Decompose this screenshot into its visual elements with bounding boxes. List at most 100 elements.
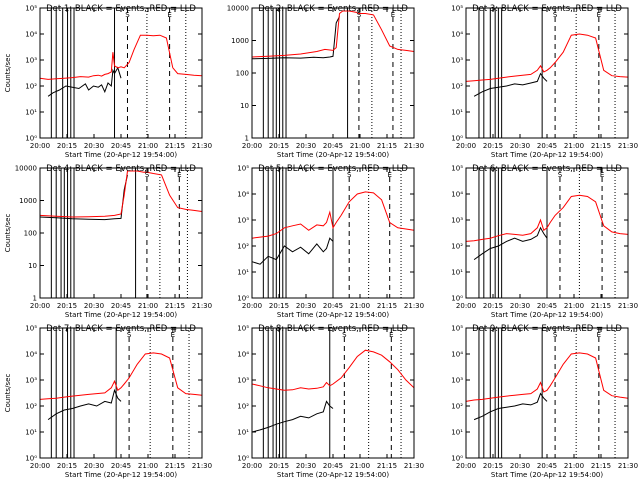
y-tick-label: 10⁰ (451, 455, 463, 463)
series-lld-line (251, 191, 415, 239)
x-tick-label: 20:30 (296, 302, 316, 310)
x-tick-label: 21:00 (564, 462, 584, 470)
x-tick-label: 20:00 (456, 142, 476, 150)
y-tick-label: 10⁵ (237, 165, 249, 173)
series-events-line (473, 72, 548, 97)
panel-9: 10⁰ 10¹ 10² 10³ 10⁴ 10⁵ 20:00 20:15 20:30 20:45 21… (451, 324, 638, 479)
x-tick-label: 21:15 (591, 302, 611, 310)
x-axis-label: Start Time (20-Apr-12 19:54:00) (491, 471, 603, 479)
x-tick-label: 21:15 (377, 302, 397, 310)
panel-title: Det 5: BLACK = Events, RED = LLD (258, 164, 408, 174)
panel-title: Det 3: BLACK = Events, RED = LLD (472, 4, 622, 14)
series-events-line (251, 237, 334, 265)
series-lld-line (465, 352, 629, 402)
y-tick-label: 10² (237, 403, 249, 411)
y-tick-label: 10¹ (451, 109, 463, 117)
x-tick-label: 20:15 (483, 302, 503, 310)
x-tick-label: 20:45 (537, 302, 557, 310)
y-tick-label: 10³ (451, 57, 463, 65)
x-tick-label: 20:45 (323, 302, 343, 310)
marker-s-label: S (127, 331, 132, 339)
y-tick-label: 10¹ (237, 269, 249, 277)
x-tick-label: 20:30 (296, 142, 316, 150)
x-tick-label: 20:45 (111, 302, 131, 310)
x-tick-label: 20:15 (269, 462, 289, 470)
panel-title: Det 9: BLACK = Events, RED = LLD (472, 324, 622, 334)
x-tick-label: 21:30 (192, 302, 212, 310)
x-tick-label: 20:00 (242, 462, 262, 470)
y-axis-label: Counts/sec (4, 214, 12, 253)
marker-s-label: S (553, 11, 558, 19)
y-tick-label: 10⁵ (237, 325, 249, 333)
marker-e-label: E (391, 11, 395, 19)
marker-s-label: S (145, 171, 150, 179)
y-tick-label: 10⁵ (25, 5, 37, 13)
y-tick-label: 1000 (231, 37, 249, 45)
x-tick-label: 20:45 (111, 142, 131, 150)
x-tick-label: 20:15 (483, 462, 503, 470)
y-tick-label: 10⁴ (237, 351, 249, 359)
x-tick-label: 20:00 (30, 302, 50, 310)
x-tick-label: 20:45 (323, 462, 343, 470)
marker-e-label: E (171, 331, 175, 339)
series-lld-line (251, 349, 415, 391)
x-tick-label: 21:00 (350, 142, 370, 150)
y-tick-label: 10³ (25, 377, 37, 385)
marker-e-label: E (600, 171, 604, 179)
x-tick-label: 21:00 (564, 302, 584, 310)
x-tick-label: 21:30 (192, 142, 212, 150)
y-tick-label: 10³ (237, 217, 249, 225)
panel-title: Det 6: BLACK = Events, RED = LLD (472, 164, 622, 174)
series-events-line (251, 400, 334, 433)
y-tick-label: 10¹ (237, 429, 249, 437)
y-tick-label: 10⁰ (25, 135, 37, 143)
y-tick-label: 10² (451, 83, 463, 91)
x-tick-label: 21:00 (350, 302, 370, 310)
y-tick-label: 10⁴ (451, 31, 463, 39)
y-tick-label: 10¹ (25, 429, 37, 437)
y-tick-label: 10⁵ (451, 325, 463, 333)
y-tick-label: 10⁰ (237, 455, 249, 463)
y-tick-label: 10⁴ (451, 191, 463, 199)
x-tick-label: 20:15 (57, 142, 77, 150)
x-tick-label: 21:00 (350, 462, 370, 470)
x-tick-label: 20:30 (84, 302, 104, 310)
x-tick-label: 21:30 (618, 142, 638, 150)
x-tick-label: 21:30 (404, 462, 424, 470)
panel-2: 1 10 100 1000 10000 20:00 20:15 20:30 20:45 21:00… (227, 4, 424, 159)
x-axis-label: Start Time (20-Apr-12 19:54:00) (65, 311, 177, 319)
y-tick-label: 10⁴ (237, 191, 249, 199)
y-tick-label: 10⁰ (451, 295, 463, 303)
y-tick-label: 10⁴ (25, 351, 37, 359)
x-tick-label: 21:30 (618, 302, 638, 310)
panel-title: Det 2: BLACK = Events, RED = LLD (258, 4, 408, 14)
y-tick-label: 10³ (451, 377, 463, 385)
x-axis-label: Start Time (20-Apr-12 19:54:00) (277, 311, 389, 319)
x-tick-label: 21:15 (377, 142, 397, 150)
marker-e-label: E (177, 171, 181, 179)
y-tick-label: 10¹ (451, 269, 463, 277)
y-tick-label: 100 (24, 230, 37, 238)
x-tick-label: 20:00 (242, 142, 262, 150)
y-tick-label: 10² (25, 83, 37, 91)
y-tick-label: 10⁵ (25, 325, 37, 333)
x-tick-label: 21:30 (618, 462, 638, 470)
x-tick-label: 20:15 (57, 462, 77, 470)
y-tick-label: 1000 (19, 197, 37, 205)
y-tick-label: 10⁰ (25, 455, 37, 463)
x-tick-label: 21:15 (591, 462, 611, 470)
x-tick-label: 20:30 (510, 142, 530, 150)
y-tick-label: 10⁵ (451, 165, 463, 173)
y-tick-label: 10 (240, 102, 249, 110)
marker-s-label: S (553, 331, 558, 339)
x-tick-label: 20:00 (30, 142, 50, 150)
x-tick-label: 20:45 (323, 142, 343, 150)
x-tick-label: 21:30 (404, 302, 424, 310)
x-axis-label: Start Time (20-Apr-12 19:54:00) (491, 311, 603, 319)
marker-e-label: E (597, 331, 601, 339)
series-lld-line (39, 352, 203, 400)
marker-s-label: S (558, 171, 563, 179)
x-tick-label: 21:00 (138, 302, 158, 310)
x-tick-label: 21:00 (138, 142, 158, 150)
panel-7: 10⁰ 10¹ 10² 10³ 10⁴ 10⁵ 20:00 20:15 20:30 20:45 21… (4, 324, 212, 479)
